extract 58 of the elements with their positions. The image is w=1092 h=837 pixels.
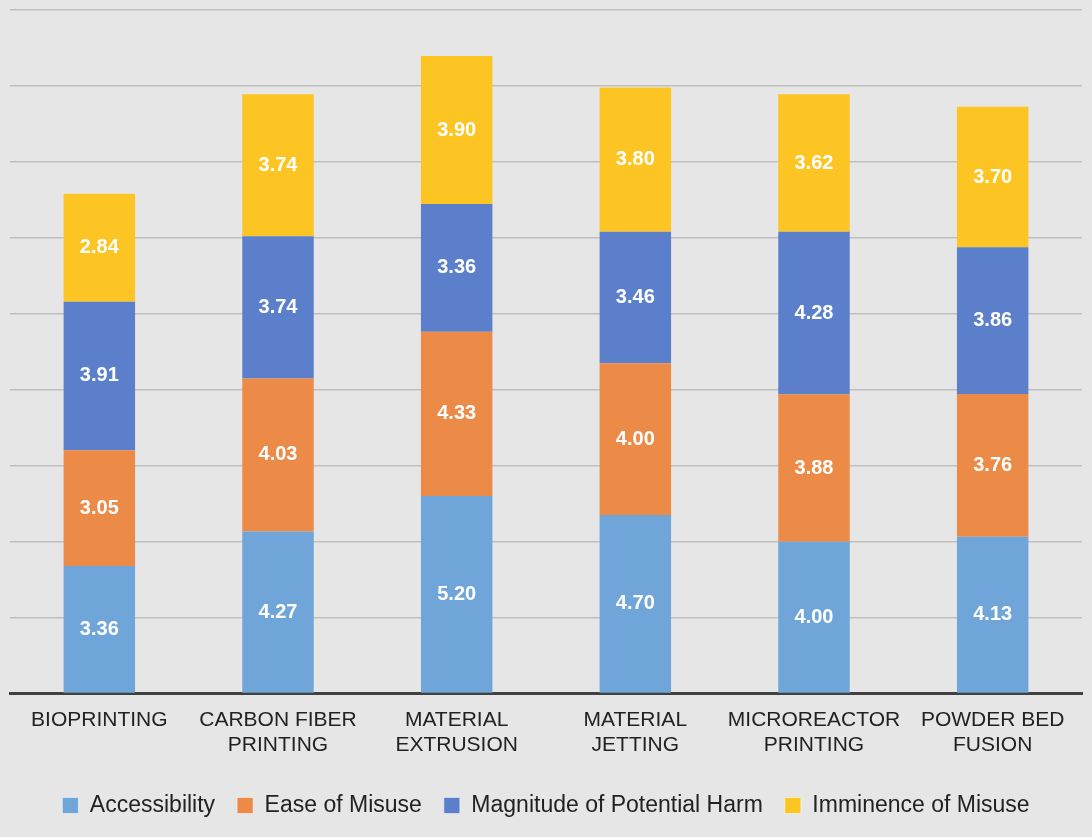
bar bbox=[242, 94, 314, 237]
data-label: 4.33 bbox=[437, 401, 477, 424]
data-label: 3.46 bbox=[615, 285, 655, 308]
data-label: 3.74 bbox=[258, 294, 299, 317]
x-tick-label: MATERIAL EXTRUSION bbox=[395, 707, 518, 756]
bar bbox=[956, 393, 1029, 537]
data-label: 4.00 bbox=[615, 426, 655, 449]
data-label: 2.84 bbox=[79, 235, 120, 258]
bar bbox=[778, 94, 850, 232]
bar bbox=[242, 236, 314, 379]
x-tick-label: MATERIAL JETTING bbox=[583, 707, 688, 756]
bar bbox=[956, 247, 1029, 394]
bar bbox=[599, 87, 672, 232]
data-label: 3.70 bbox=[973, 164, 1013, 187]
data-label: 4.03 bbox=[258, 442, 298, 465]
data-label: 3.80 bbox=[615, 147, 655, 170]
data-label: 4.13 bbox=[973, 602, 1013, 625]
bar bbox=[63, 450, 136, 566]
data-label: 3.86 bbox=[973, 308, 1013, 331]
bar bbox=[63, 301, 136, 451]
x-tick-label: CARBON FIBER PRINTING bbox=[199, 707, 357, 756]
bar bbox=[420, 331, 493, 497]
bar bbox=[956, 106, 1029, 248]
legend-label: Ease of Misuse bbox=[264, 790, 422, 817]
bar bbox=[242, 531, 314, 693]
data-label: 3.36 bbox=[437, 255, 477, 278]
bar bbox=[63, 193, 136, 302]
bar bbox=[420, 204, 493, 332]
data-label: 4.27 bbox=[258, 599, 298, 622]
data-label: 3.36 bbox=[79, 616, 119, 639]
x-tick-label: POWDER BED FUSION bbox=[920, 707, 1065, 756]
data-label: 3.90 bbox=[437, 117, 477, 140]
x-tick-label: MICROREACTOR PRINTING bbox=[727, 707, 901, 756]
legend-label: Magnitude of Potential Harm bbox=[471, 790, 763, 817]
bar bbox=[778, 541, 850, 693]
data-label: 4.00 bbox=[794, 604, 834, 627]
data-label: 3.76 bbox=[973, 452, 1013, 475]
bar bbox=[63, 566, 136, 693]
data-label: 5.20 bbox=[437, 582, 477, 604]
data-label: 3.74 bbox=[258, 152, 299, 175]
bar bbox=[956, 536, 1029, 693]
bar bbox=[420, 55, 493, 205]
legend-label: Imminence of Misuse bbox=[812, 790, 1030, 817]
data-label: 4.70 bbox=[615, 591, 655, 614]
bar bbox=[599, 363, 672, 516]
x-tick-label: BIOPRINTING bbox=[31, 707, 168, 730]
data-label: 3.88 bbox=[794, 455, 834, 478]
bar bbox=[778, 394, 850, 542]
legend-label: Accessibility bbox=[89, 790, 216, 817]
bar bbox=[778, 231, 850, 395]
data-label: 3.62 bbox=[794, 150, 834, 173]
data-label: 4.28 bbox=[794, 300, 834, 323]
bar bbox=[599, 515, 672, 693]
bar bbox=[420, 496, 493, 693]
data-label: 3.91 bbox=[79, 363, 119, 386]
data-label: 3.05 bbox=[79, 495, 119, 518]
bar bbox=[599, 231, 672, 364]
bar bbox=[242, 378, 314, 532]
